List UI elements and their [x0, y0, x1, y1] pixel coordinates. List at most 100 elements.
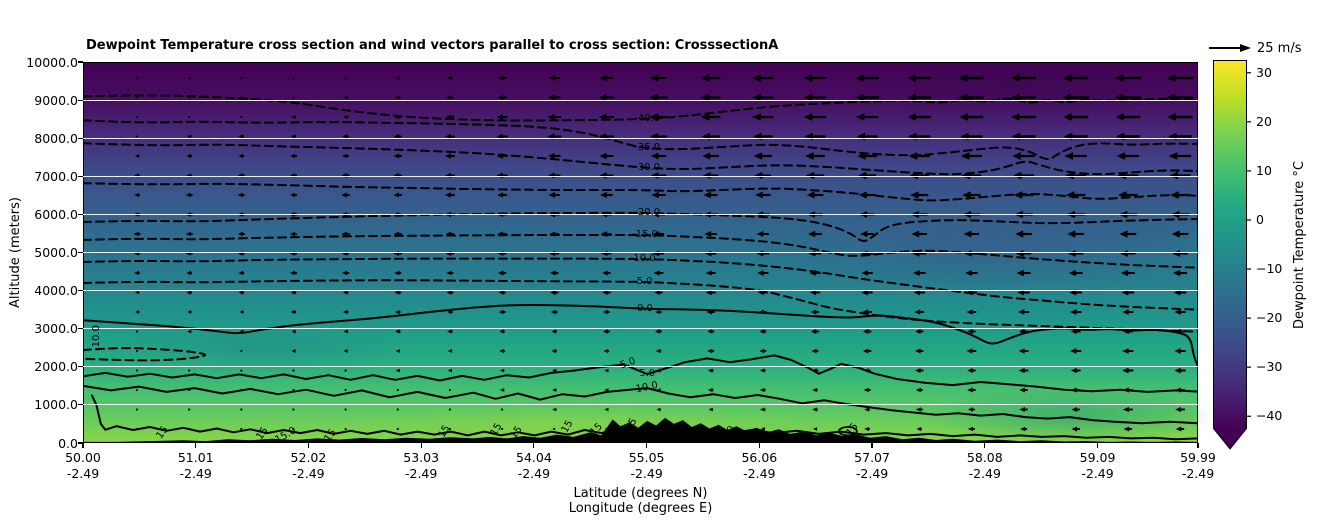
contour-label--10.0: -10.0	[91, 324, 103, 351]
wind-arrow-head	[1174, 348, 1181, 354]
wind-arrow-head	[134, 270, 139, 276]
wind-arrow-head	[915, 368, 921, 373]
wind-arrow-head	[655, 309, 661, 315]
y-tick-label-9000.0: 9000.0	[34, 92, 78, 108]
x-tick-mark	[984, 443, 986, 448]
wind-arrow-head	[550, 290, 556, 295]
wind-arrow-head	[653, 270, 660, 276]
wind-arrow-head	[134, 290, 140, 295]
wind-arrow-head	[498, 290, 504, 295]
x-tick-mark	[82, 443, 84, 448]
wind-calm-dot	[344, 408, 347, 411]
wind-arrow-head	[752, 113, 761, 121]
x-axis-label-latitude: Latitude (degrees N)	[573, 486, 708, 501]
wind-arrow-head	[393, 153, 400, 159]
wind-arrow-head	[759, 348, 765, 354]
wind-arrow-head	[600, 191, 607, 199]
wind-arrow-head	[499, 388, 505, 392]
wind-arrow-head	[497, 75, 504, 81]
wind-arrow-head	[1115, 113, 1124, 121]
wind-calm-dot	[240, 76, 243, 80]
wind-arrow-head	[1170, 191, 1179, 199]
wind-arrow-head	[497, 94, 504, 101]
colorbar-tick-label-0: 0	[1256, 211, 1264, 227]
colorbar-label: Dewpoint Temperature °C	[1292, 161, 1307, 329]
wind-key-arrow-icon	[1209, 44, 1251, 52]
wind-arrow-head	[549, 231, 556, 237]
wind-arrow-head	[807, 230, 816, 238]
wind-arrow-head	[655, 368, 661, 373]
wind-arrow-head	[753, 132, 762, 141]
wind-arrow-head	[858, 191, 867, 199]
wind-arrow-head	[600, 231, 608, 237]
wind-arrow-head	[908, 132, 917, 141]
wind-calm-dot	[188, 349, 191, 353]
wind-arrow-head	[708, 427, 713, 431]
wind-arrow-head	[806, 191, 815, 199]
wind-arrow-head	[864, 407, 869, 412]
wind-arrow-head	[655, 348, 661, 354]
contour-line--25	[83, 182, 1198, 202]
wind-arrow-head	[1122, 406, 1129, 413]
wind-arrow-head	[911, 230, 920, 238]
wind-arrow-head	[447, 75, 452, 81]
wind-arrow-head	[1166, 74, 1176, 82]
wind-calm-dot	[135, 369, 139, 372]
wind-arrow-head	[701, 132, 711, 141]
wind-arrow-head	[395, 76, 400, 80]
wind-arrow-head	[811, 348, 817, 354]
wind-arrow-head	[1070, 387, 1077, 393]
wind-arrow-head	[343, 329, 348, 334]
wind-calm-dot	[500, 408, 504, 411]
wind-arrow-head	[915, 348, 921, 354]
wind-arrow-head	[862, 348, 869, 354]
wind-arrow-head	[134, 192, 139, 198]
wind-calm-dot	[448, 408, 451, 411]
wind-arrow-head	[967, 426, 973, 432]
wind-arrow-head	[707, 329, 713, 334]
y-tick-mark	[78, 137, 83, 139]
wind-calm-dot	[135, 349, 139, 353]
wind-calm-dot	[396, 388, 399, 392]
wind-arrow-head	[1063, 113, 1072, 121]
wind-arrow-head	[1018, 328, 1025, 335]
wind-calm-dot	[135, 115, 139, 119]
wind-arrow-head	[290, 134, 296, 139]
terrain-silhouette	[83, 417, 1198, 443]
wind-arrow-head	[1064, 152, 1073, 160]
wind-arrow-head	[237, 231, 243, 237]
gridline-4000.0	[83, 290, 1198, 292]
contour-line--30	[83, 142, 1198, 176]
wind-arrow-head	[656, 407, 661, 412]
contour-line--40	[83, 94, 1198, 122]
wind-calm-dot	[135, 427, 139, 431]
wind-arrow-head	[446, 290, 452, 295]
wind-arrow-head	[186, 153, 192, 159]
y-tick-mark	[78, 366, 83, 368]
wind-arrow-head	[185, 231, 191, 237]
wind-arrow-head	[1169, 171, 1178, 180]
wind-arrow-head	[703, 191, 711, 199]
x-tick-mark	[533, 443, 535, 448]
wind-arrow-head	[447, 368, 453, 373]
wind-arrow-head	[803, 113, 813, 121]
wind-arrow-head	[1063, 132, 1073, 141]
wind-arrow-head	[702, 152, 711, 160]
wind-arrow-head	[967, 407, 973, 412]
wind-arrow-head	[498, 309, 504, 315]
wind-arrow-head	[907, 74, 916, 82]
wind-arrow-head	[598, 94, 607, 101]
wind-arrow-head	[1122, 328, 1129, 335]
wind-calm-dot	[240, 388, 243, 392]
wind-arrow-head	[393, 192, 400, 198]
wind-arrow-head	[447, 349, 453, 353]
wind-arrow-head	[754, 171, 763, 180]
wind-calm-dot	[344, 427, 347, 431]
y-tick-mark	[78, 175, 83, 177]
y-tick-mark	[78, 99, 83, 101]
wind-arrow-head	[342, 290, 348, 295]
x-tick-label-50.00: 50.00 -2.49	[65, 450, 101, 481]
wind-calm-dot	[500, 427, 504, 431]
wind-reference-key: 25 m/s	[1206, 40, 1320, 58]
x-tick-label-57.07: 57.07 -2.49	[854, 450, 890, 481]
